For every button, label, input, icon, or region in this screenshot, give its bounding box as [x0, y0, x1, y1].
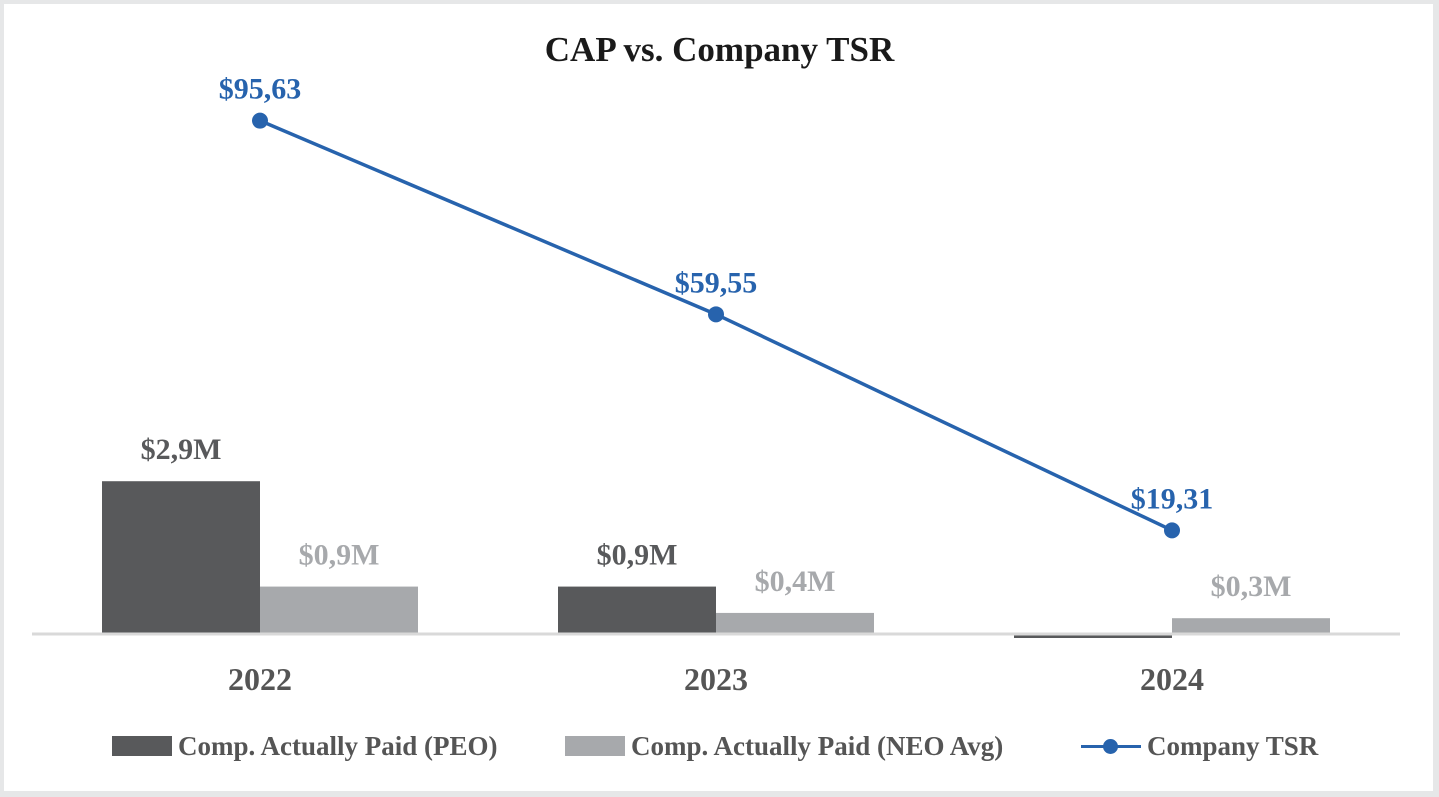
chart-title: CAP vs. Company TSR: [544, 30, 895, 69]
tsr-point-2023: [708, 306, 724, 323]
chart-legend: Comp. Actually Paid (PEO) Comp. Actually…: [0, 726, 1439, 766]
legend-swatch-peo: [112, 736, 172, 756]
x-tick-label-2024: 2024: [1140, 661, 1204, 697]
bar-peo-2023: [558, 586, 716, 634]
bar-neo-2023: [716, 612, 874, 634]
legend-label-neo: Comp. Actually Paid (NEO Avg): [631, 730, 1004, 761]
bar-label-neo-2023: $0,4M: [755, 565, 836, 598]
bar-label-neo-2022: $0,9M: [299, 539, 380, 572]
tsr-point-2024: [1164, 522, 1180, 539]
bar-label-neo-2024: $0,3M: [1211, 570, 1292, 603]
x-tick-label-2022: 2022: [228, 661, 292, 697]
bar-neo-2022: [260, 586, 418, 634]
tsr-line: [259, 119, 1173, 532]
bar-peo-2024: [1014, 635, 1172, 638]
legend-label-peo: Comp. Actually Paid (PEO): [178, 730, 498, 761]
bar-neo-2024: [1172, 618, 1330, 634]
bar-peo-2022: [102, 481, 260, 634]
tsr-label-2023: $59,55: [675, 266, 758, 299]
legend-swatch-tsr: [1081, 736, 1141, 756]
bar-label-peo-2023: $0,9M: [597, 539, 678, 572]
x-tick-label-2023: 2023: [684, 661, 748, 697]
tsr-point-2022: [252, 112, 268, 129]
legend-label-tsr: Company TSR: [1147, 730, 1319, 761]
legend-item-neo: Comp. Actually Paid (NEO Avg): [565, 726, 1003, 766]
legend-item-tsr: Company TSR: [1081, 726, 1318, 766]
bar-label-peo-2022: $2,9M: [141, 433, 222, 466]
legend-item-peo: Comp. Actually Paid (PEO): [112, 726, 498, 766]
tsr-label-2022: $95,63: [219, 73, 302, 106]
legend-swatch-neo: [565, 736, 625, 756]
chart-plot: $2,9M $0,9M 2022 $0,9M $0,4M 2023 $0,3M 2024 $95…: [32, 73, 1400, 697]
tsr-label-2024: $19,31: [1131, 482, 1214, 515]
chart-frame: [4, 4, 1433, 791]
